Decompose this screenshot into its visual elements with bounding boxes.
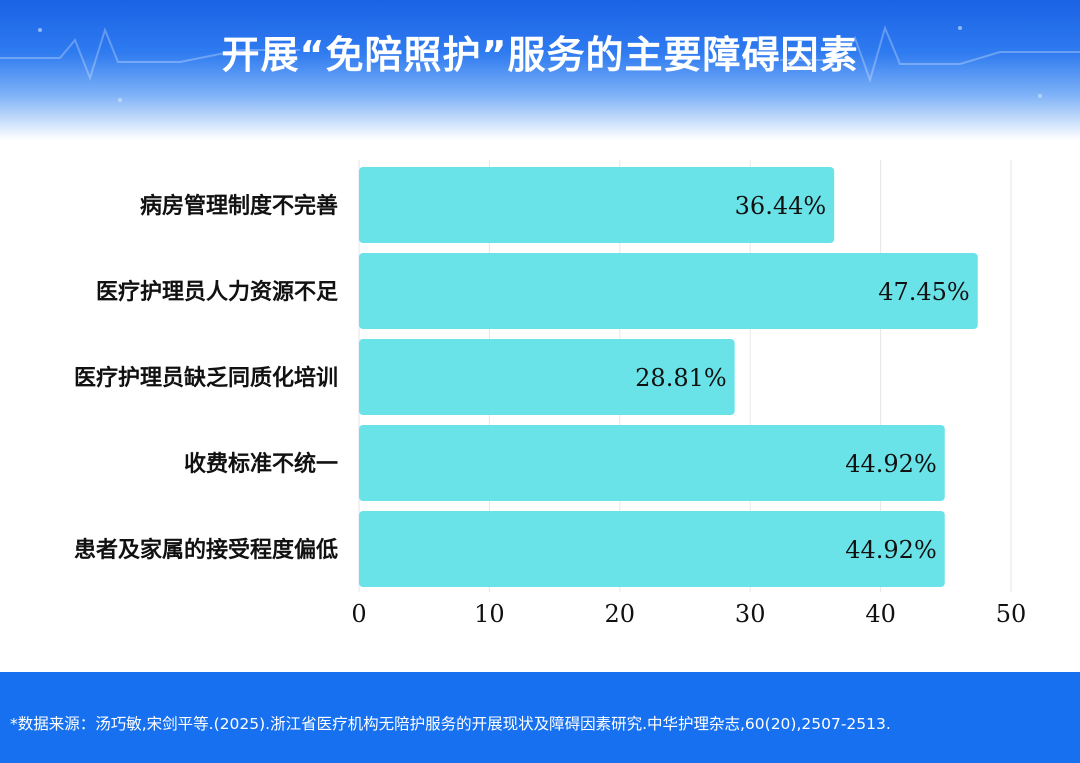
category-label: 病房管理制度不完善 [140, 193, 338, 219]
category-label: 医疗护理员人力资源不足 [96, 279, 338, 305]
x-tick-label: 50 [996, 600, 1027, 628]
heartbeat-decoration-icon [0, 24, 1080, 102]
value-label: 36.44% [735, 192, 827, 220]
footer-bar: *数据来源：汤巧敏,宋剑平等.(2025).浙江省医疗机构无陪护服务的开展现状及… [0, 672, 1080, 763]
category-label: 收费标准不统一 [184, 451, 338, 477]
value-label: 28.81% [635, 364, 727, 392]
value-label: 44.92% [845, 450, 937, 478]
x-tick-label: 20 [605, 600, 636, 628]
x-tick-label: 10 [474, 600, 505, 628]
bar [359, 425, 945, 501]
x-tick-label: 40 [865, 600, 896, 628]
x-tick-label: 0 [351, 600, 366, 628]
labels: 0 10 20 30 40 50 病房管理制度不完善 36.44% 医疗护理员人力资源不足 47.… [74, 192, 1026, 628]
bar [359, 511, 945, 587]
value-label: 47.45% [878, 278, 970, 306]
category-label: 患者及家属的接受程度偏低 [74, 537, 338, 563]
header-banner: 开展“免陪照护”服务的主要障碍因素 [0, 0, 1080, 140]
value-label: 44.92% [845, 536, 937, 564]
data-source-note: *数据来源：汤巧敏,宋剑平等.(2025).浙江省医疗机构无陪护服务的开展现状及… [10, 715, 891, 733]
bar-chart: 0 10 20 30 40 50 病房管理制度不完善 36.44% 医疗护理员人力资源不足 47.… [74, 160, 1026, 628]
bars [359, 167, 978, 587]
bar [359, 167, 835, 243]
x-tick-label: 30 [735, 600, 766, 628]
bar [359, 253, 978, 329]
category-label: 医疗护理员缺乏同质化培训 [74, 365, 338, 391]
bar [359, 339, 735, 415]
chart-title: 开展“免陪照护”服务的主要障碍因素 [221, 33, 859, 77]
